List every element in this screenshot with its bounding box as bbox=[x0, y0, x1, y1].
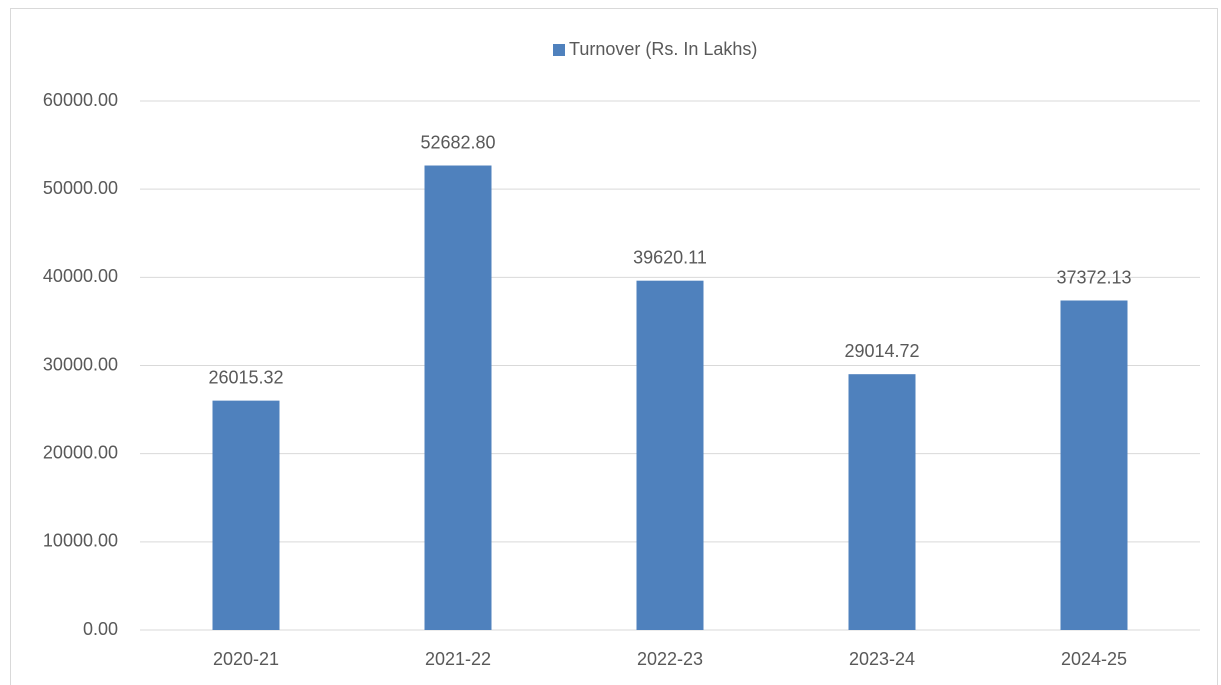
data-label: 37372.13 bbox=[1056, 267, 1131, 287]
bar bbox=[424, 165, 492, 631]
chart-border bbox=[10, 8, 1218, 685]
y-tick-label: 50000.00 bbox=[43, 178, 118, 198]
legend-label: Turnover (Rs. In Lakhs) bbox=[569, 39, 757, 59]
y-tick-label: 30000.00 bbox=[43, 354, 118, 374]
data-label: 26015.32 bbox=[208, 367, 283, 387]
x-tick-label: 2022-23 bbox=[637, 649, 703, 669]
x-tick-label: 2024-25 bbox=[1061, 649, 1127, 669]
x-tick-label: 2020-21 bbox=[213, 649, 279, 669]
y-tick-label: 40000.00 bbox=[43, 266, 118, 286]
bar bbox=[212, 400, 280, 630]
legend-swatch bbox=[553, 44, 565, 56]
y-tick-label: 60000.00 bbox=[43, 90, 118, 110]
x-tick-label: 2021-22 bbox=[425, 649, 491, 669]
data-label: 29014.72 bbox=[844, 341, 919, 361]
bar bbox=[636, 280, 704, 630]
data-label: 52682.80 bbox=[420, 132, 495, 152]
bar bbox=[1060, 300, 1128, 630]
x-tick-label: 2023-24 bbox=[849, 649, 915, 669]
y-tick-label: 0.00 bbox=[83, 619, 118, 639]
bar bbox=[848, 374, 916, 630]
y-tick-label: 10000.00 bbox=[43, 531, 118, 551]
data-label: 39620.11 bbox=[633, 247, 707, 267]
y-tick-label: 20000.00 bbox=[43, 442, 118, 462]
